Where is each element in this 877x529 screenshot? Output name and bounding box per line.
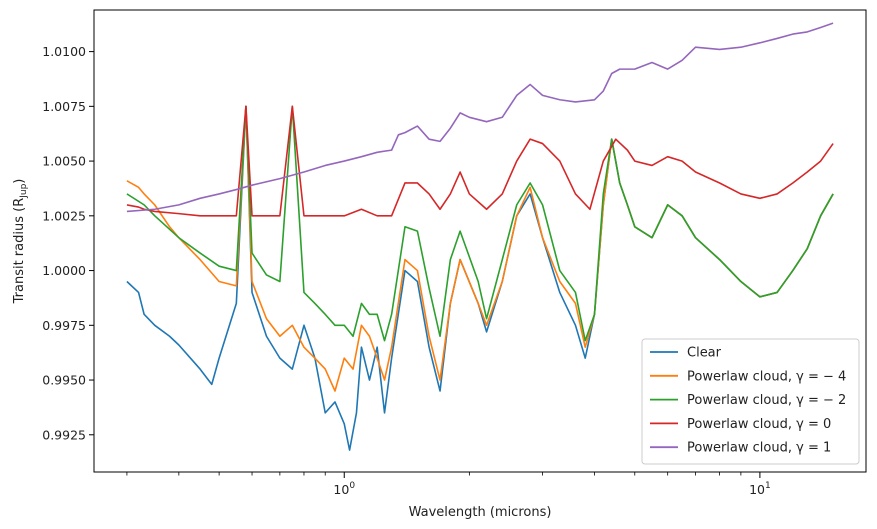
legend: Clear Powerlaw cloud, γ = − 4 Powerlaw clo… xyxy=(641,338,860,465)
y-tick-label: 1.0000 xyxy=(42,263,86,278)
legend-label-1: Powerlaw cloud, γ = − 4 xyxy=(687,369,846,384)
legend-label-4: Powerlaw cloud, γ = 1 xyxy=(687,441,831,456)
y-axis-label-sub: Jup xyxy=(19,183,29,198)
y-tick-label: 1.0025 xyxy=(42,208,86,223)
y-tick-label: 0.9975 xyxy=(42,318,86,333)
plot-frame xyxy=(93,9,867,473)
series-line-4 xyxy=(126,22,834,213)
legend-label-2: Powerlaw cloud, γ = − 2 xyxy=(687,393,846,408)
series-layer xyxy=(126,22,834,451)
y-axis-label: Transit radius (RJup) xyxy=(12,179,29,305)
y-axis-label-main: Transit radius (R xyxy=(12,198,27,305)
legend-label-0: Clear xyxy=(687,346,722,361)
y-axis: 0.9925 0.9950 0.9975 1.0000 1.0025 1.0050 1.00… xyxy=(42,44,94,442)
series-line-2 xyxy=(126,105,834,342)
legend-box xyxy=(641,338,860,465)
x-tick-label: 101 xyxy=(749,481,771,497)
y-tick-label: 0.9925 xyxy=(42,427,86,442)
legend-label-3: Powerlaw cloud, γ = 0 xyxy=(687,417,831,432)
y-tick-label: 1.0050 xyxy=(42,154,86,169)
y-axis-label-close: ) xyxy=(12,179,27,184)
y-tick-label: 1.0075 xyxy=(42,99,86,114)
series-line-3 xyxy=(126,105,834,217)
x-tick-label: 100 xyxy=(333,481,355,497)
y-tick-label: 0.9950 xyxy=(42,373,86,388)
y-tick-label: 1.0100 xyxy=(42,44,86,59)
x-axis: 100 101 xyxy=(126,472,771,497)
x-axis-label: Wavelength (microns) xyxy=(409,505,552,520)
